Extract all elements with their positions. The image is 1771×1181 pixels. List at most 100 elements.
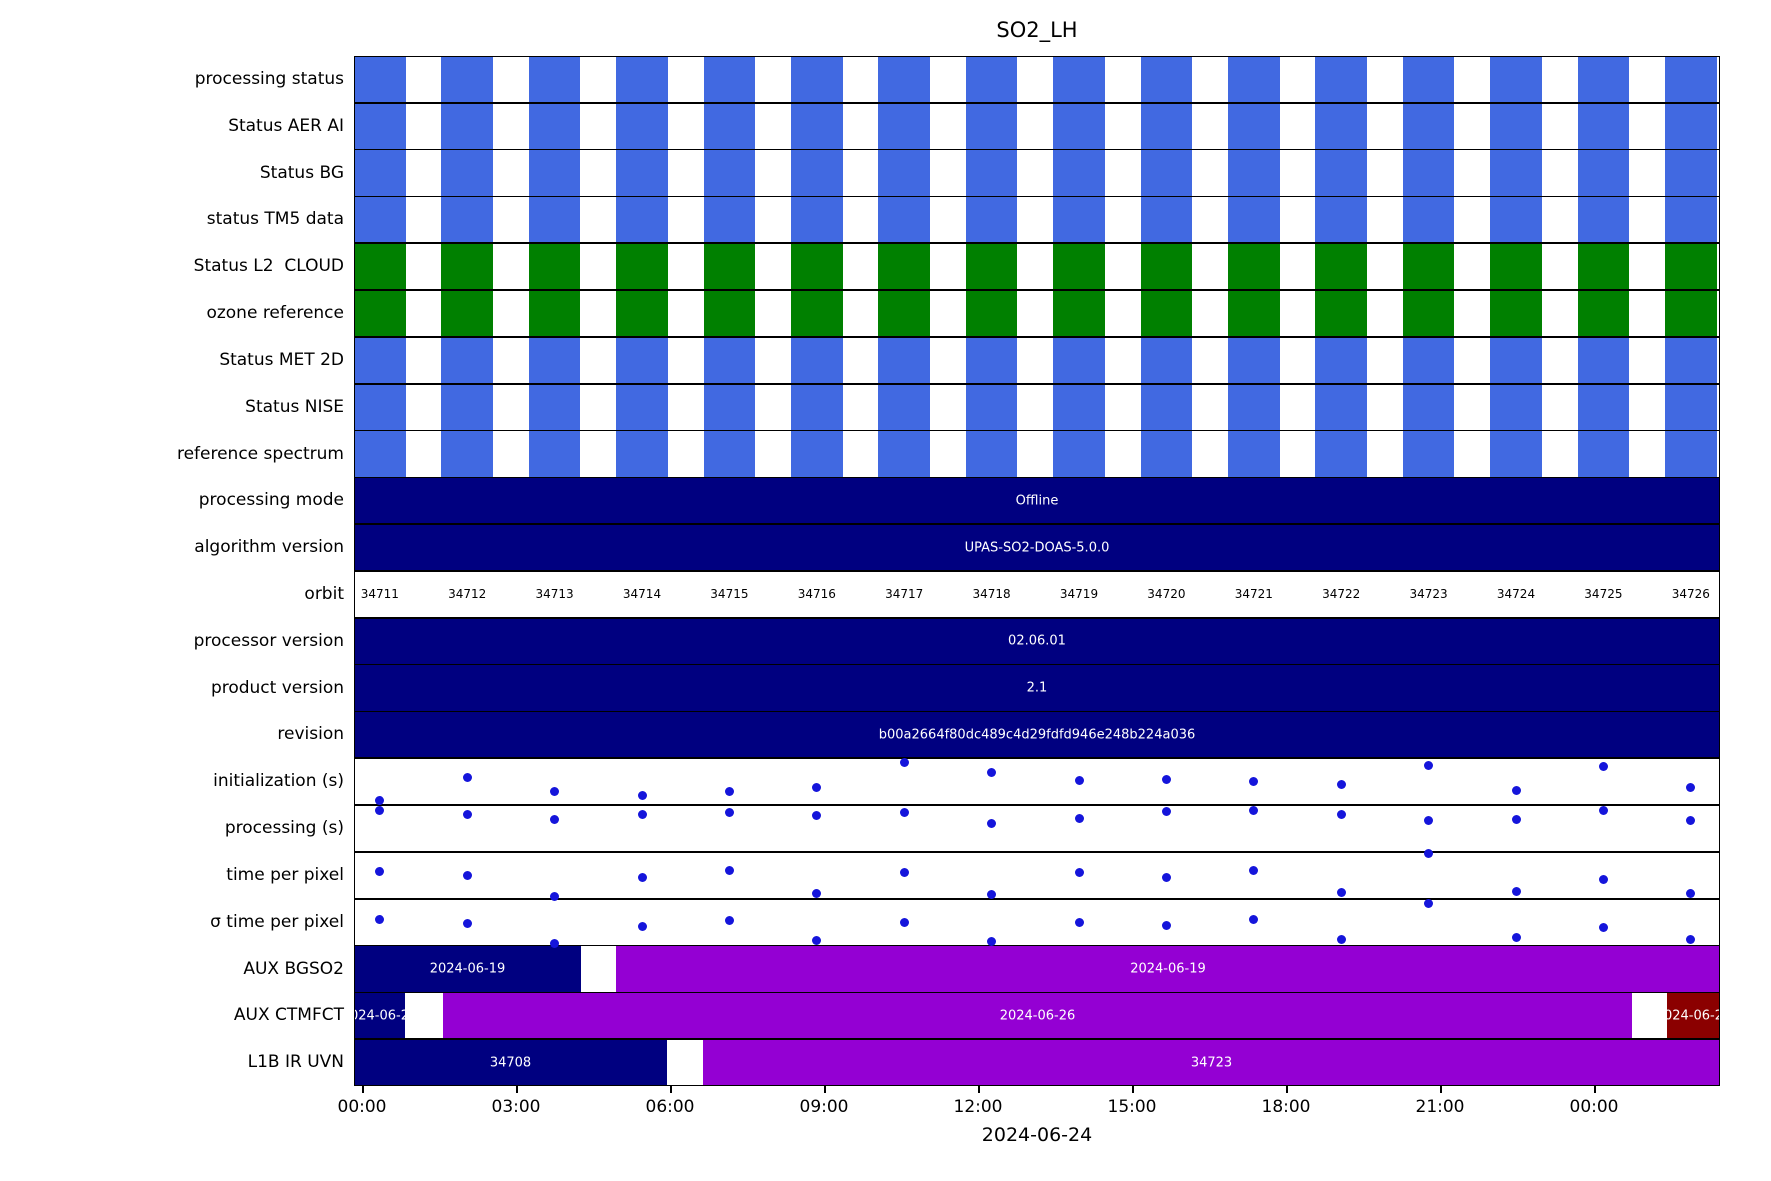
plot-row-scatter	[354, 898, 1720, 948]
scatter-dot	[1686, 934, 1696, 944]
orbit-number: 34726	[1671, 587, 1710, 602]
scatter-dot	[1598, 762, 1608, 772]
x-tick	[1286, 1086, 1288, 1093]
plot-row-text: 2.1	[354, 664, 1720, 712]
orbit-number: 34722	[1322, 587, 1361, 602]
row-divider	[354, 382, 1720, 385]
x-tick-label: 12:00	[953, 1097, 1003, 1117]
status-bar	[1665, 383, 1717, 431]
status-bar	[1228, 290, 1280, 337]
scatter-dot	[1161, 873, 1171, 883]
orbit-number: 34715	[710, 587, 749, 602]
scatter-dot	[899, 917, 909, 927]
row-divider	[354, 336, 1720, 338]
status-bar	[1315, 290, 1367, 337]
status-bar	[1577, 430, 1630, 478]
row-label: L1B IR UVN	[247, 1052, 344, 1073]
status-bar	[616, 196, 668, 244]
scatter-dot	[1598, 875, 1608, 885]
x-axis-label: 2024-06-24	[981, 1124, 1093, 1146]
plot-row-scatter	[354, 805, 1720, 852]
status-bar	[1402, 336, 1455, 384]
status-bar	[616, 56, 668, 103]
x-tick-label: 03:00	[491, 1097, 541, 1117]
status-bar	[616, 243, 668, 291]
status-bar	[1140, 196, 1193, 244]
status-bar	[616, 430, 668, 478]
status-bar	[878, 290, 930, 337]
orbit-number: 34719	[1059, 587, 1099, 602]
scatter-dot	[1249, 777, 1259, 787]
status-bar	[528, 196, 581, 244]
status-bar	[1315, 430, 1367, 478]
orbit-number: 34721	[1234, 587, 1273, 602]
status-bar	[354, 430, 406, 478]
x-tick-label: 09:00	[799, 1097, 849, 1117]
status-bar	[791, 243, 843, 291]
scatter-dot	[550, 787, 560, 797]
row-divider	[354, 242, 1720, 245]
row-label: time per pixel	[226, 864, 344, 885]
status-bar	[1053, 243, 1105, 291]
status-bar	[354, 383, 406, 431]
status-bar	[1228, 56, 1280, 103]
row-label: Status AER AI	[228, 115, 344, 136]
status-bar	[354, 290, 406, 337]
status-bar	[703, 430, 756, 478]
scatter-dot	[1336, 809, 1346, 819]
scatter-dot	[550, 891, 560, 901]
status-bar	[878, 383, 930, 431]
status-bar	[1402, 196, 1455, 244]
status-bar	[965, 196, 1018, 244]
x-tick	[362, 1086, 364, 1093]
status-bar	[1228, 102, 1280, 150]
orbit-number: 34723	[1409, 587, 1448, 602]
row-label: processor version	[193, 630, 344, 651]
status-bar	[1315, 336, 1367, 384]
scatter-dot	[637, 791, 647, 801]
plot-row-status	[354, 383, 1720, 431]
status-bar	[965, 336, 1018, 384]
scatter-dot	[987, 819, 997, 829]
scatter-dot	[1161, 920, 1171, 930]
status-bar	[1053, 102, 1105, 150]
scatter-dot	[1511, 785, 1521, 795]
status-bar	[1315, 56, 1367, 103]
status-bar	[1577, 243, 1630, 291]
chart-title: SO2_LH	[996, 18, 1078, 42]
row-divider	[354, 944, 1720, 947]
status-bar	[965, 430, 1018, 478]
status-bar	[791, 102, 843, 150]
row-label: processing mode	[198, 490, 344, 511]
status-bar	[1228, 149, 1280, 197]
timeline-segment: 2024-06-19	[354, 945, 581, 993]
scatter-dot	[637, 873, 647, 883]
plot-row-text: UPAS-SO2-DOAS-5.0.0	[354, 524, 1720, 571]
status-bar	[878, 196, 930, 244]
scatter-dot	[1424, 849, 1434, 859]
status-bar	[1315, 383, 1367, 431]
scatter-dot	[1686, 782, 1696, 792]
row-label: AUX BGSO2	[243, 958, 344, 979]
status-bar	[791, 336, 843, 384]
scatter-dot	[1424, 898, 1434, 908]
scatter-dot	[1074, 868, 1084, 878]
x-tick-label: 15:00	[1107, 1097, 1157, 1117]
scatter-dot	[987, 937, 997, 947]
status-bar	[1402, 290, 1455, 337]
status-bar	[441, 383, 493, 431]
status-bar	[1577, 56, 1630, 103]
status-bar	[703, 149, 756, 197]
status-bar	[441, 430, 493, 478]
status-bar	[1577, 149, 1630, 197]
status-bar	[965, 56, 1018, 103]
value-bar-text: b00a2664f80dc489c4d29fdfd946e248b224a036	[878, 727, 1196, 743]
status-bar	[1228, 430, 1280, 478]
timeline-segment-label: 2024-06-19	[429, 961, 506, 977]
status-bar	[1053, 56, 1105, 103]
row-label: processing (s)	[224, 818, 344, 839]
scatter-dot	[375, 915, 385, 925]
orbit-number: 34716	[797, 587, 836, 602]
row-divider	[354, 851, 1720, 853]
status-bar	[1577, 290, 1630, 337]
